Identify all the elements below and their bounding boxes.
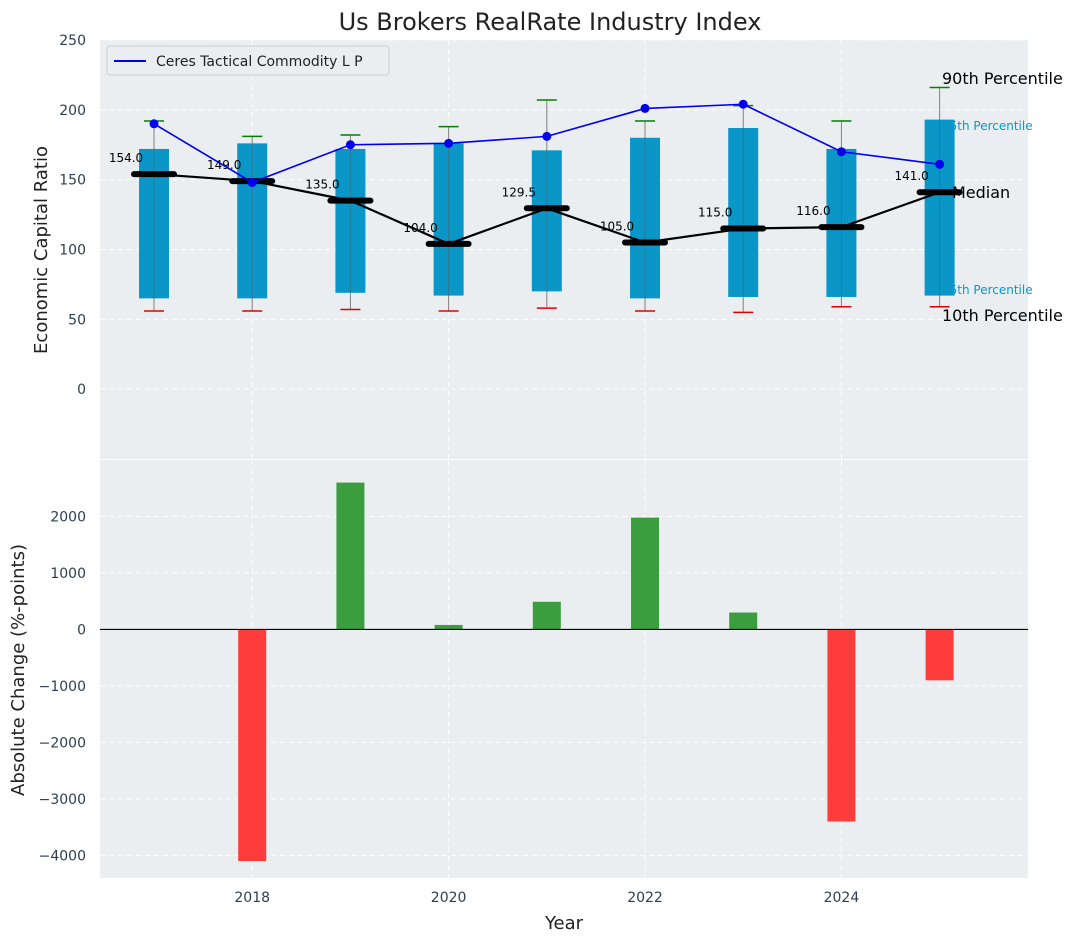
bottom-y-tick-label: 0 bbox=[77, 622, 86, 638]
change-bar bbox=[532, 601, 561, 630]
series-point bbox=[345, 140, 355, 150]
bottom-y-tick-label: −3000 bbox=[39, 792, 86, 808]
change-bar bbox=[631, 517, 660, 630]
median-value-label: 129.5 bbox=[502, 185, 536, 199]
x-tick-label: 2024 bbox=[824, 890, 860, 906]
median-value-label: 154.0 bbox=[109, 151, 143, 165]
median-value-label: 104.0 bbox=[403, 221, 437, 235]
bottom-y-tick-label: −2000 bbox=[39, 735, 86, 751]
change-bar bbox=[729, 612, 758, 630]
bottom-plot-layer: −4000 −3000 −2000 −1000 0 1000 2000 2018 2020 202… bbox=[39, 482, 1028, 906]
change-bar bbox=[827, 629, 856, 822]
x-tick-label: 2022 bbox=[627, 890, 663, 906]
top-y-tick-label: 200 bbox=[59, 103, 86, 119]
median-value-label: 115.0 bbox=[698, 206, 732, 220]
bottom-y-tick-label: 1000 bbox=[50, 566, 86, 582]
chart-title: Us Brokers RealRate Industry Index bbox=[339, 8, 762, 36]
annotation-p90: 90th Percentile bbox=[942, 69, 1063, 88]
legend-label: Ceres Tactical Commodity L P bbox=[156, 54, 363, 70]
top-y-tick-label: 0 bbox=[77, 382, 86, 398]
series-point bbox=[149, 119, 159, 129]
series-point bbox=[542, 131, 552, 141]
median-value-label: 116.0 bbox=[796, 204, 830, 218]
bottom-y-tick-label: −4000 bbox=[39, 848, 86, 864]
annotation-median: Median bbox=[952, 183, 1010, 202]
median-value-label: 135.0 bbox=[305, 178, 339, 192]
x-axis-label: Year bbox=[544, 913, 584, 934]
top-y-tick-label: 50 bbox=[68, 312, 86, 328]
change-bar bbox=[434, 624, 463, 630]
annotation-p10: 10th Percentile bbox=[942, 306, 1063, 325]
series-point bbox=[935, 159, 945, 169]
change-bar bbox=[336, 482, 365, 630]
median-value-label: 141.0 bbox=[894, 169, 928, 183]
top-y-tick-label: 250 bbox=[59, 33, 86, 49]
legend-box bbox=[106, 45, 390, 76]
change-bar bbox=[925, 629, 954, 681]
top-y-tick-label: 150 bbox=[59, 173, 86, 189]
bottom-y-axis-label: Absolute Change (%-points) bbox=[8, 544, 29, 796]
legend: Ceres Tactical Commodity L P bbox=[106, 45, 390, 76]
series-point bbox=[640, 103, 650, 113]
bottom-y-tick-label: −1000 bbox=[39, 679, 86, 695]
x-tick-label: 2018 bbox=[234, 890, 270, 906]
top-y-tick-label: 100 bbox=[59, 243, 86, 259]
x-tick-label: 2020 bbox=[431, 890, 467, 906]
series-point bbox=[444, 138, 454, 148]
top-y-axis-label: Economic Capital Ratio bbox=[31, 146, 52, 354]
annotation-p25: 25th Percentile bbox=[942, 283, 1033, 297]
series-point bbox=[836, 147, 846, 157]
annotation-p75: 75th Percentile bbox=[942, 119, 1033, 133]
median-value-label: 105.0 bbox=[600, 220, 634, 234]
series-point bbox=[247, 177, 257, 187]
bottom-y-tick-label: 2000 bbox=[50, 509, 86, 525]
series-point bbox=[738, 99, 748, 109]
change-bar bbox=[238, 629, 267, 862]
